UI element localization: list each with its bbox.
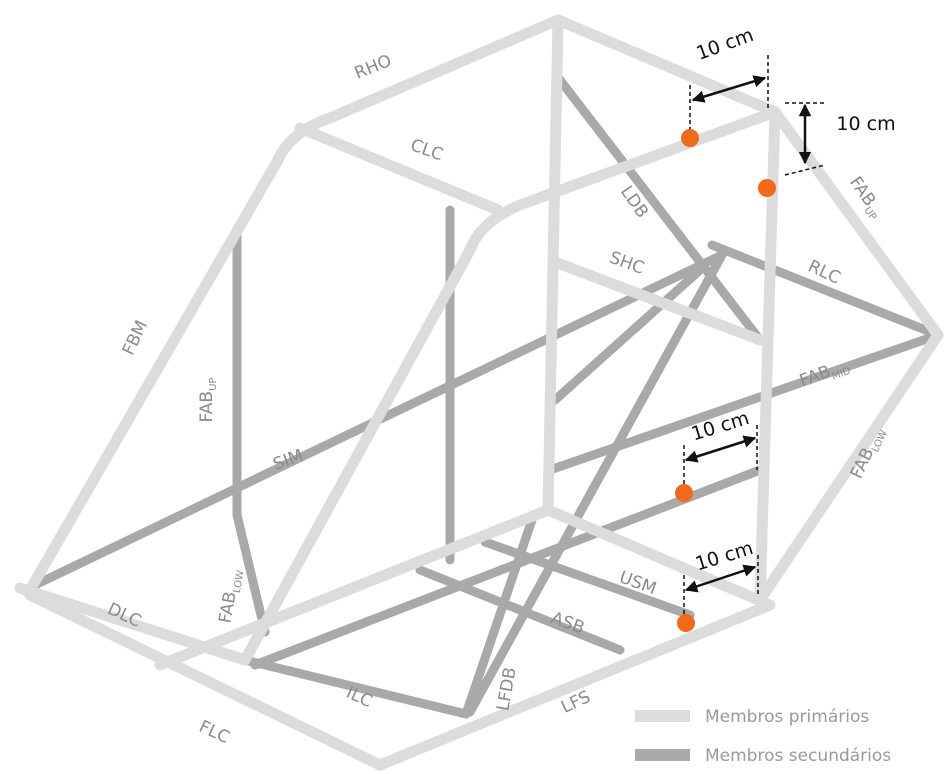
member-label: CLC <box>408 135 446 165</box>
attachment-points <box>675 129 776 632</box>
dimension-label: 10 cm <box>836 113 895 135</box>
legend-label: Membros secundários <box>705 746 891 766</box>
member-label: ASB <box>548 608 587 638</box>
dimension-label: 10 cm <box>693 24 756 65</box>
member-name: SHC <box>607 248 647 279</box>
legend-label: Membros primários <box>705 707 869 727</box>
member-name: CLC <box>408 135 446 165</box>
primary-members <box>14 14 944 771</box>
member-name: ASB <box>548 608 587 638</box>
legend-swatch-secondary <box>635 749 690 761</box>
member-name: FBM <box>119 317 152 358</box>
member-name: RHO <box>352 51 395 84</box>
member-subscript: UP <box>208 378 219 391</box>
member-label: FABUP <box>197 378 219 423</box>
dimension-arrows <box>683 55 826 615</box>
member-label: FLC <box>196 717 233 748</box>
legend-swatch-primary <box>635 710 690 722</box>
member-label: FABLOW <box>215 567 246 625</box>
member-name: FAB <box>845 173 879 210</box>
member-name: FLC <box>196 717 233 748</box>
member-label: FABMID <box>797 355 853 393</box>
member-subscript: LOW <box>232 569 247 594</box>
member-name: FAB <box>197 391 217 423</box>
secondary-members <box>30 75 943 719</box>
member-name: FAB <box>797 362 833 392</box>
member-name: SIM <box>271 446 306 475</box>
member-name: FAB <box>215 590 240 625</box>
member-label: RHO <box>352 51 395 84</box>
member-label: SHC <box>607 248 647 279</box>
member-label: SIM <box>271 446 306 475</box>
member-label: FBM <box>119 317 152 358</box>
